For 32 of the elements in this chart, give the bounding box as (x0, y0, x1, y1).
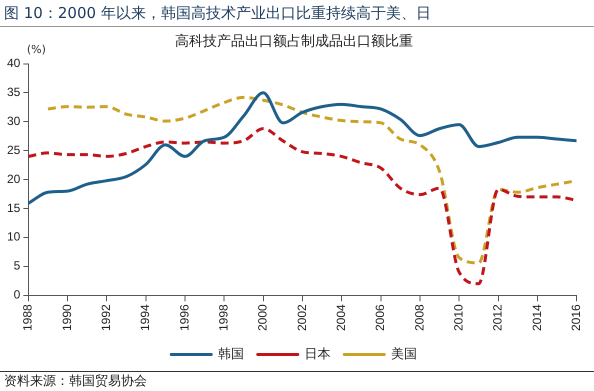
text: 资料来源：韩国贸易协会 (0, 371, 594, 391)
x-tick-label: 2006 (373, 304, 388, 332)
y-tick-label: 10 (6, 230, 21, 244)
x-tick-label: 2012 (490, 304, 505, 332)
y-tick-label: 20 (6, 172, 21, 186)
chart-subtitle: 高科技产品出口额占制成品出口额比重 (175, 32, 413, 48)
x-tick-label: 1992 (98, 304, 113, 332)
x-tick-label: 2002 (294, 304, 309, 332)
line-series (28, 91, 577, 205)
y-tick-label: 25 (6, 142, 21, 157)
legend-label: 美国 (390, 346, 417, 362)
x-tick-label: 1998 (216, 304, 230, 332)
x-tick-label: 2004 (334, 304, 348, 332)
x-tick-label: 2010 (451, 304, 466, 332)
x-tick-label: 1994 (138, 304, 152, 332)
y-tick-label: 35 (6, 85, 21, 100)
legend-label: 韩国 (218, 346, 244, 362)
y-axis-title: (%) (26, 43, 46, 56)
y-tick-label: 5 (14, 258, 21, 273)
y-tick-label: 15 (6, 200, 21, 215)
x-tick-label: 1990 (60, 304, 74, 332)
chart-title: 图 10：2000 年以来，韩国高技术产业出口比重持续高于美、日 (0, 0, 594, 27)
x-tick-label: 2008 (412, 304, 426, 332)
x-tick-label: 2000 (256, 304, 270, 332)
legend-label: 日本 (304, 346, 330, 362)
y-tick-label: 30 (6, 114, 21, 128)
x-tick-label: 2014 (530, 304, 544, 332)
y-tick-label: 40 (6, 56, 21, 70)
x-tick-label: 1996 (177, 304, 192, 332)
x-tick-label: 1988 (20, 304, 35, 332)
x-tick-label: 2016 (568, 304, 583, 332)
y-tick-label: 0 (14, 288, 21, 302)
